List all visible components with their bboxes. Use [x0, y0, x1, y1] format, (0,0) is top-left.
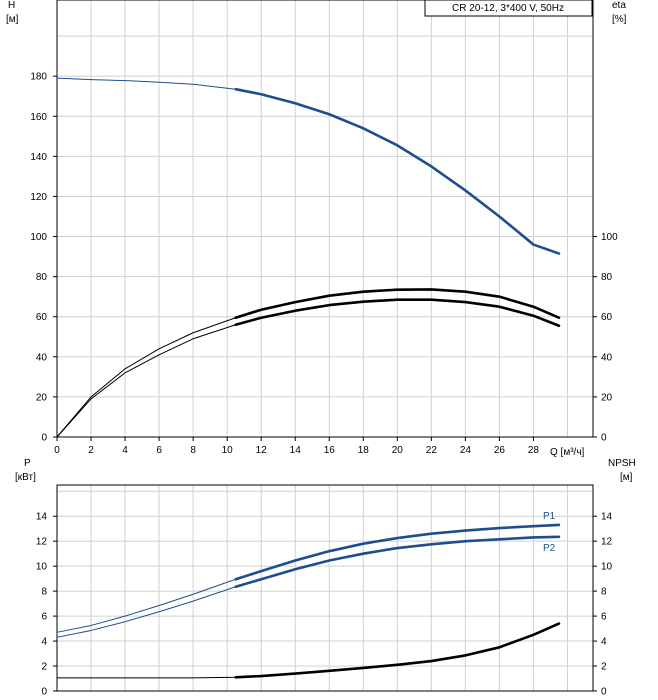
y-tick-right: 60: [601, 312, 613, 323]
x-tick: 22: [426, 445, 438, 456]
y-tick-right: 0: [601, 687, 607, 698]
upper-right-axis-label-1: eta: [612, 0, 626, 11]
y-tick-left: 4: [41, 637, 47, 648]
series-line-active-2: [234, 622, 561, 679]
series-line-thin-1: [56, 536, 559, 638]
chart-title-box: [424, 0, 593, 17]
y-tick-left: 10: [36, 562, 48, 573]
y-tick-right: 100: [601, 232, 618, 243]
lower-series: P1 P2: [56, 511, 561, 679]
x-tick: 20: [392, 445, 404, 456]
upper-left-axis-label-2: [м]: [6, 14, 19, 25]
y-tick-left: 140: [30, 152, 47, 163]
y-tick-left: 100: [30, 232, 47, 243]
lower-right-axis-label-1: NPSH: [608, 458, 636, 469]
upper-plot-frame: [56, 0, 594, 438]
x-tick: 6: [156, 445, 162, 456]
y-tick-right: 20: [601, 392, 613, 403]
x-axis-label: Q [м³/ч]: [550, 447, 585, 458]
series-line-active-1: [234, 298, 561, 328]
y-tick-right: 10: [601, 562, 613, 573]
lower-chart: P [кВт] NPSH [м] 0246810121402468101214 …: [15, 458, 636, 698]
upper-grid: [56, 0, 593, 438]
y-tick-right: 2: [601, 662, 607, 673]
chart-title: CR 20-12, 3*400 V, 50Hz: [452, 3, 564, 14]
x-tick: 14: [290, 445, 302, 456]
x-tick: 28: [528, 445, 540, 456]
y-tick-left: 80: [36, 272, 48, 283]
x-tick: 0: [54, 445, 60, 456]
x-tick: 16: [324, 445, 336, 456]
lower-left-axis-label-2: [кВт]: [15, 472, 36, 483]
y-tick-left: 2: [41, 662, 47, 673]
x-tick: 12: [256, 445, 268, 456]
x-tick: 18: [358, 445, 370, 456]
y-tick-left: 180: [30, 72, 47, 83]
y-tick-left: 12: [36, 537, 48, 548]
series-line-active-2: [234, 288, 561, 320]
x-tick: 4: [122, 445, 128, 456]
y-tick-right: 4: [601, 637, 607, 648]
upper-right-axis-label-2: [%]: [612, 14, 627, 25]
x-tick: 8: [190, 445, 196, 456]
y-tick-left: 0: [41, 687, 47, 698]
y-tick-right: 8: [601, 587, 607, 598]
upper-left-axis-label-1: H: [8, 0, 15, 11]
x-tick: 24: [460, 445, 472, 456]
x-tick: 2: [88, 445, 94, 456]
y-tick-right: 0: [601, 433, 607, 444]
y-tick-right: 40: [601, 352, 613, 363]
series-line-thin-0: [56, 77, 560, 255]
lower-right-axis-label-2: [м]: [620, 472, 633, 483]
series-line-active-0: [234, 523, 561, 581]
upper-chart: CR 20-12, 3*400 V, 50Hz H [м] eta [%] Q …: [6, 0, 627, 458]
y-tick-left: 20: [36, 392, 48, 403]
y-tick-right: 14: [601, 512, 613, 523]
lower-grid: [56, 485, 593, 692]
y-tick-left: 6: [41, 612, 47, 623]
lower-plot-frame: [56, 484, 594, 692]
y-tick-left: 8: [41, 587, 47, 598]
series-line-active-1: [234, 535, 561, 589]
series-label: P1: [543, 511, 556, 522]
y-tick-left: 0: [41, 433, 47, 444]
x-tick: 10: [222, 445, 234, 456]
y-tick-left: 120: [30, 192, 47, 203]
upper-series: [56, 77, 561, 438]
series-line-thin-1: [56, 299, 560, 438]
lower-left-axis-label-1: P: [24, 458, 31, 469]
series-label: P2: [543, 543, 556, 554]
y-tick-right: 80: [601, 272, 613, 283]
y-tick-left: 160: [30, 112, 47, 123]
y-tick-left: 40: [36, 352, 48, 363]
y-tick-left: 60: [36, 312, 48, 323]
series-line-active-0: [234, 87, 561, 255]
x-tick: 26: [494, 445, 506, 456]
y-tick-right: 12: [601, 537, 613, 548]
y-tick-left: 14: [36, 512, 48, 523]
lower-tick-labels: 0 2 4 6 8 10 12 14 0 2 4 6 8 10 12 14: [36, 512, 613, 698]
series-line-thin-2: [56, 288, 560, 438]
y-tick-right: 6: [601, 612, 607, 623]
